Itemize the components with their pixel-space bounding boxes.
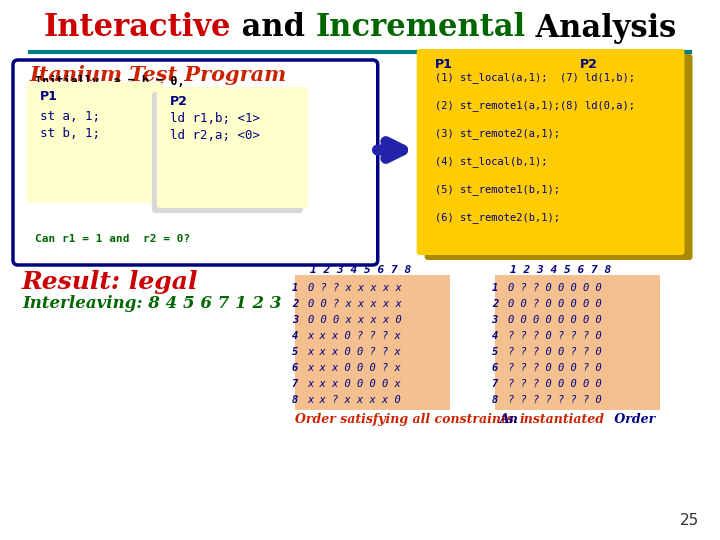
Text: x x x 0 0 0 0 x: x x x 0 0 0 0 x <box>307 379 402 389</box>
Text: 0 0 0 x x x x 0: 0 0 0 x x x x 0 <box>307 315 402 325</box>
Text: Can r1 = 1 and  r2 = 0?: Can r1 = 1 and r2 = 0? <box>35 234 190 244</box>
Text: P2: P2 <box>170 95 188 108</box>
Text: 8: 8 <box>292 395 298 405</box>
Text: st a, 1;: st a, 1; <box>40 110 100 123</box>
Text: P1: P1 <box>40 90 58 103</box>
FancyBboxPatch shape <box>13 60 378 265</box>
Text: x x x 0 0 0 ? x: x x x 0 0 0 ? x <box>307 363 402 373</box>
Text: (4) st_local(b,1);: (4) st_local(b,1); <box>435 156 547 167</box>
Text: (5) st_remote1(b,1);: (5) st_remote1(b,1); <box>435 184 559 195</box>
Text: 5: 5 <box>492 347 498 357</box>
Text: P2: P2 <box>580 58 598 71</box>
Text: Order satisfying all constraints: Order satisfying all constraints <box>294 413 513 426</box>
Text: An: An <box>500 413 523 426</box>
Text: 0 ? ? 0 0 0 0 0: 0 ? ? 0 0 0 0 0 <box>508 283 601 293</box>
Text: (1) st_local(a,1);: (1) st_local(a,1); <box>435 72 547 83</box>
FancyBboxPatch shape <box>294 275 450 410</box>
Text: 1: 1 <box>492 283 498 293</box>
FancyBboxPatch shape <box>495 275 660 410</box>
Text: ? ? ? 0 ? ? ? 0: ? ? ? 0 ? ? ? 0 <box>508 331 601 341</box>
Text: ld r2,a; <0>: ld r2,a; <0> <box>170 129 260 142</box>
Text: Result: legal: Result: legal <box>22 270 199 294</box>
Text: 0 0 ? 0 0 0 0 0: 0 0 ? 0 0 0 0 0 <box>508 299 601 309</box>
Text: (8) ld(0,a);: (8) ld(0,a); <box>559 100 634 110</box>
Text: ? ? ? 0 0 0 0 0: ? ? ? 0 0 0 0 0 <box>508 379 601 389</box>
Text: 6: 6 <box>292 363 298 373</box>
Text: Order: Order <box>610 413 654 426</box>
Text: 3: 3 <box>492 315 498 325</box>
Text: Itanium Test Program: Itanium Test Program <box>30 65 287 85</box>
Text: 2: 2 <box>492 299 498 309</box>
Text: Initially, a = b = 0,: Initially, a = b = 0, <box>35 75 184 88</box>
Text: (7) ld(1,b);: (7) ld(1,b); <box>559 72 634 82</box>
Text: 0 0 0 0 0 0 0 0: 0 0 0 0 0 0 0 0 <box>508 315 601 325</box>
Text: st b, 1;: st b, 1; <box>40 127 100 140</box>
Text: instantiated: instantiated <box>520 413 605 426</box>
Text: x x x 0 ? ? ? x: x x x 0 ? ? ? x <box>307 331 402 341</box>
Text: (3) st_remote2(a,1);: (3) st_remote2(a,1); <box>435 128 559 139</box>
Text: Interactive: Interactive <box>43 12 230 44</box>
Text: ? ? ? 0 0 0 ? 0: ? ? ? 0 0 0 ? 0 <box>508 363 601 373</box>
Text: P1: P1 <box>435 58 453 71</box>
Text: ? ? ? ? ? ? ? 0: ? ? ? ? ? ? ? 0 <box>508 395 601 405</box>
Text: Incremental: Incremental <box>315 12 526 44</box>
FancyBboxPatch shape <box>157 87 307 208</box>
Text: ld r1,b; <1>: ld r1,b; <1> <box>170 112 260 125</box>
Text: 5: 5 <box>292 347 298 357</box>
Text: 1: 1 <box>292 283 298 293</box>
Text: 3: 3 <box>292 315 298 325</box>
Text: Execution (ops): Execution (ops) <box>420 65 603 85</box>
Text: 25: 25 <box>680 513 700 528</box>
Text: 1 2 3 4 5 6 7 8: 1 2 3 4 5 6 7 8 <box>310 265 411 275</box>
Text: (6) st_remote2(b,1);: (6) st_remote2(b,1); <box>435 212 559 223</box>
Text: 0 0 ? x x x x x: 0 0 ? x x x x x <box>307 299 402 309</box>
Text: Analysis: Analysis <box>525 12 676 44</box>
Text: x x x 0 0 ? ? x: x x x 0 0 ? ? x <box>307 347 402 357</box>
Text: 7: 7 <box>492 379 498 389</box>
FancyArrowPatch shape <box>377 141 402 158</box>
Text: (2) st_remote1(a,1);: (2) st_remote1(a,1); <box>435 100 559 111</box>
Text: 1 2 3 4 5 6 7 8: 1 2 3 4 5 6 7 8 <box>510 265 611 275</box>
Text: 2: 2 <box>292 299 298 309</box>
Text: 7: 7 <box>292 379 298 389</box>
FancyBboxPatch shape <box>27 82 163 203</box>
Text: Interleaving: 8 4 5 6 7 1 2 3: Interleaving: 8 4 5 6 7 1 2 3 <box>22 295 282 312</box>
Text: 8: 8 <box>492 395 498 405</box>
FancyBboxPatch shape <box>417 49 685 255</box>
Text: 4: 4 <box>492 331 498 341</box>
Text: 6: 6 <box>492 363 498 373</box>
Text: 0 ? ? x x x x x: 0 ? ? x x x x x <box>307 283 402 293</box>
Text: 4: 4 <box>292 331 298 341</box>
Text: ? ? ? 0 0 ? ? 0: ? ? ? 0 0 ? ? 0 <box>508 347 601 357</box>
Text: x x ? x x x x 0: x x ? x x x x 0 <box>307 395 402 405</box>
FancyBboxPatch shape <box>425 54 693 260</box>
Text: and: and <box>230 12 315 44</box>
FancyBboxPatch shape <box>152 92 303 213</box>
